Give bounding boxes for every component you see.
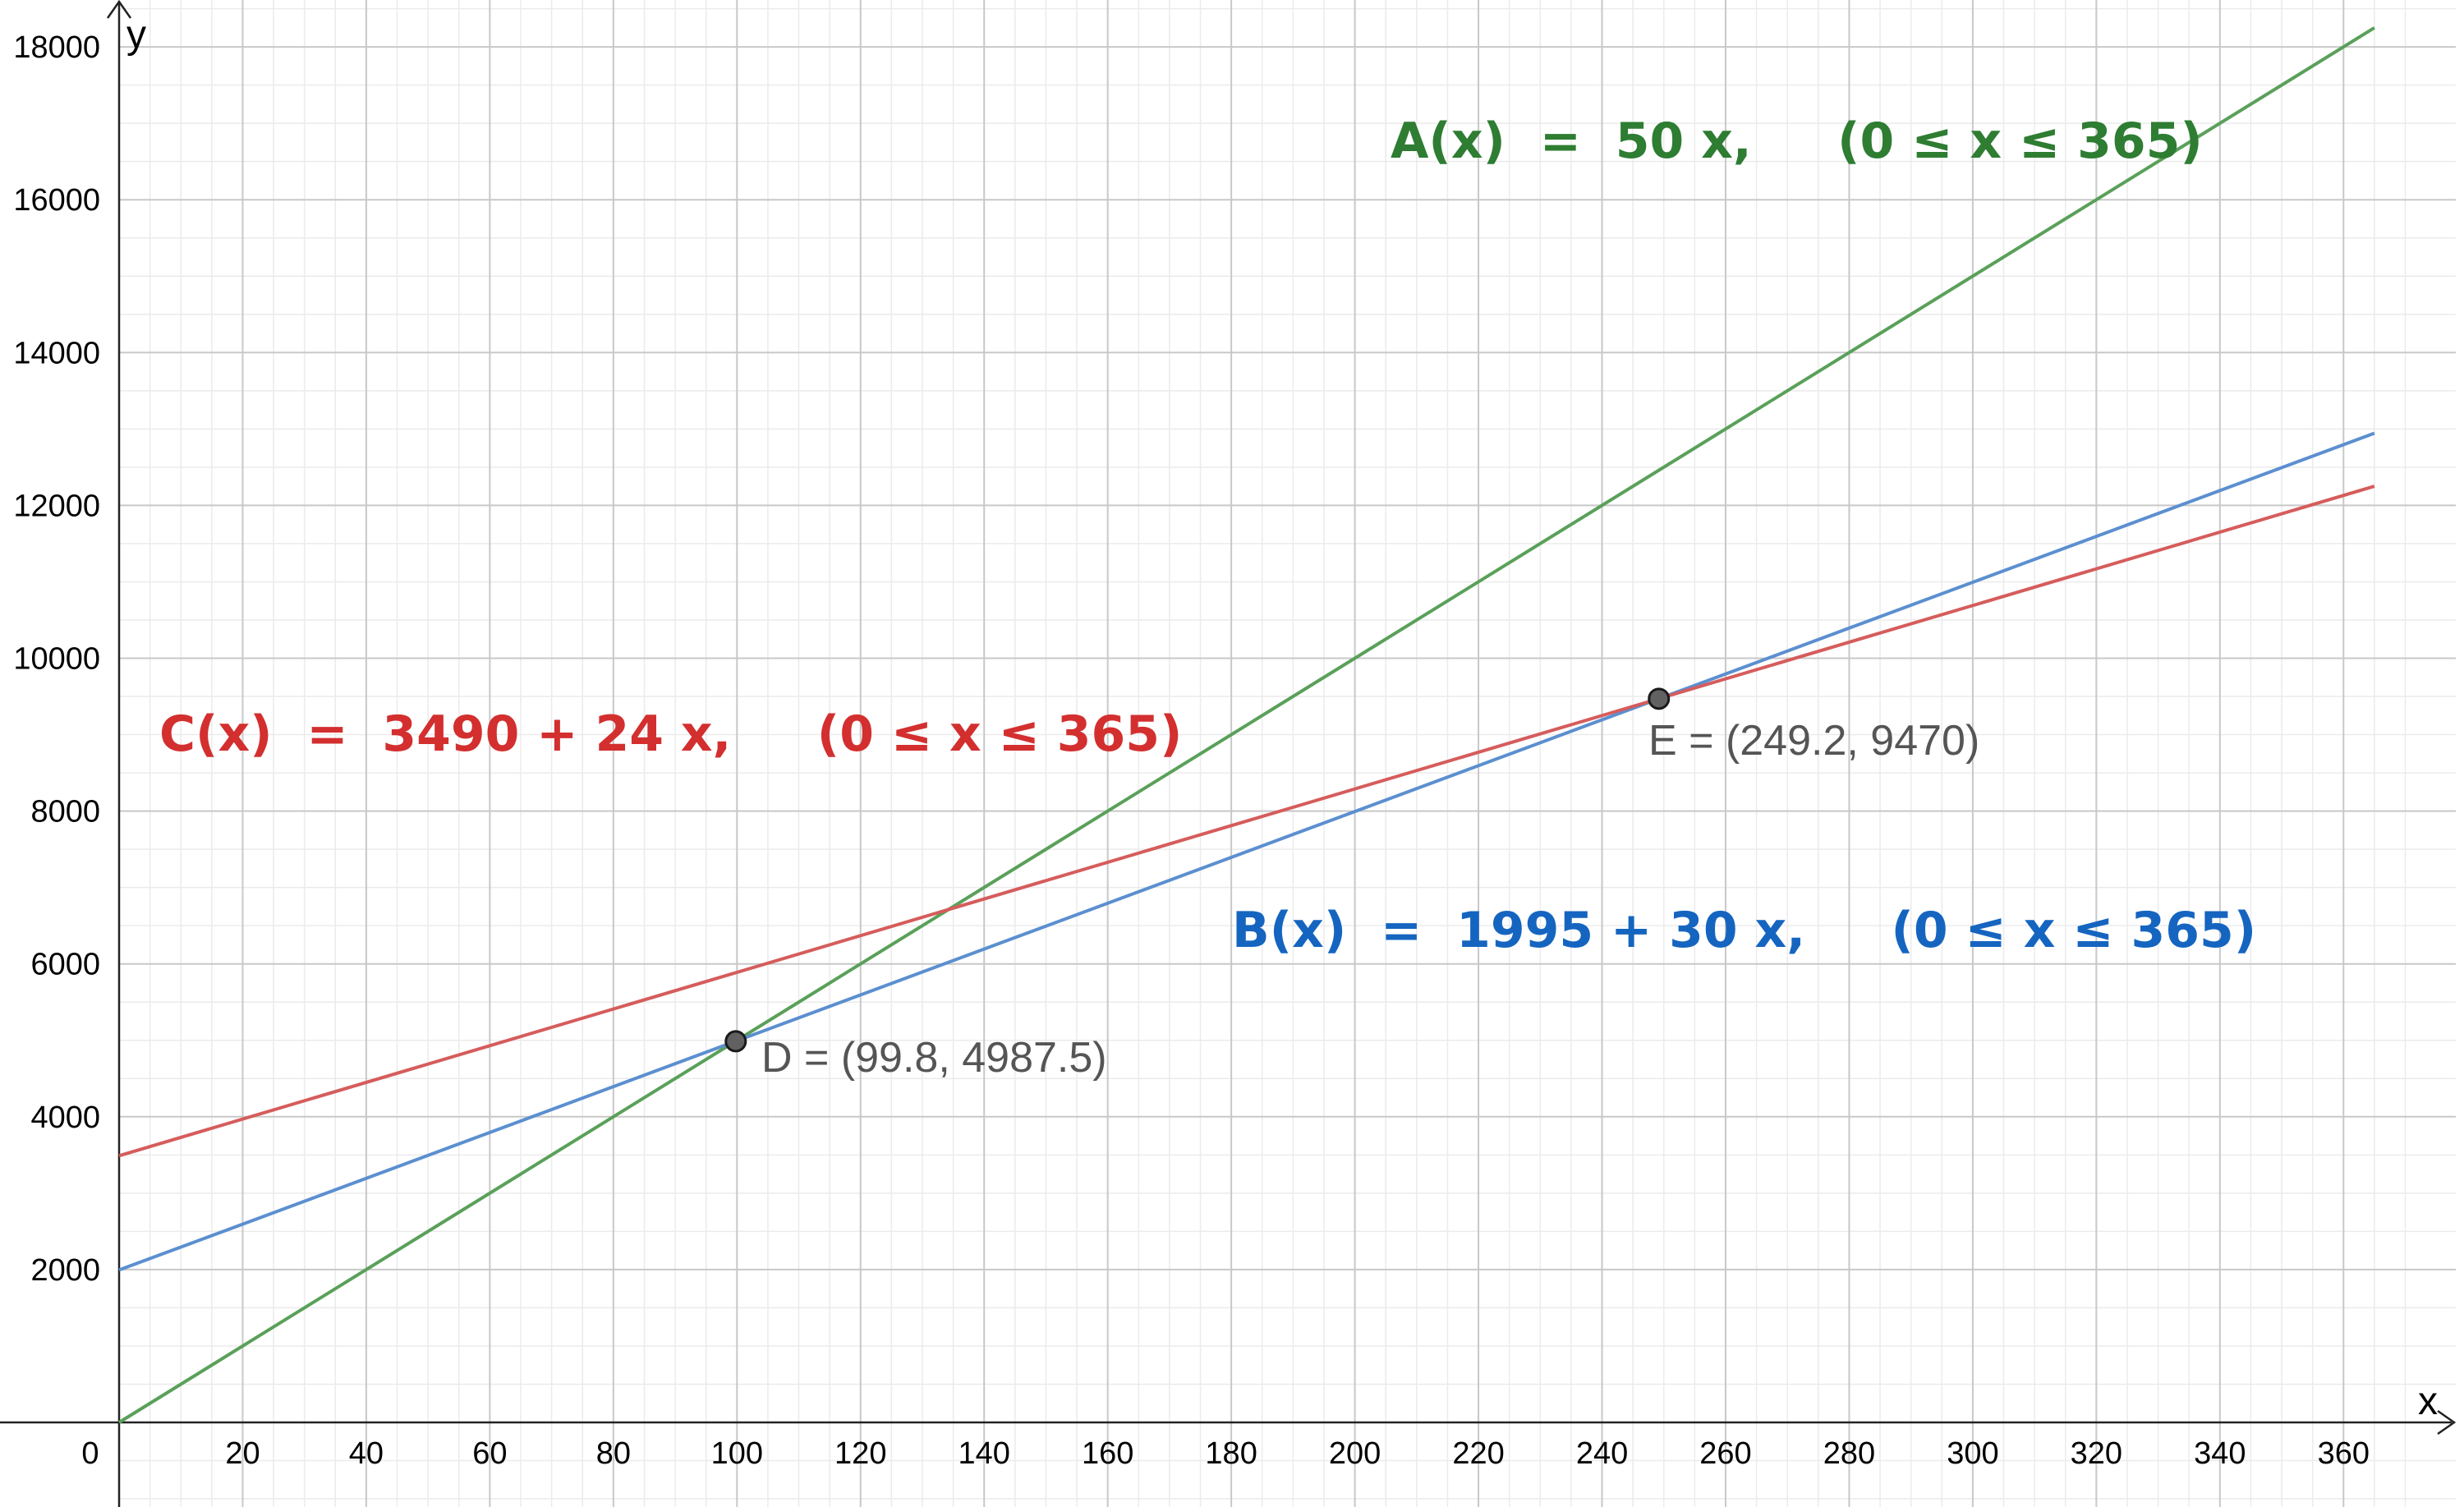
labels: A(x) = 50 x, (0 ≤ x ≤ 365) C(x) = 3490 +…: [126, 13, 2438, 1423]
x-tick-label: 0: [81, 1436, 99, 1471]
x-tick-label: 120: [834, 1436, 886, 1471]
equation-C: C(x) = 3490 + 24 x, (0 ≤ x ≤ 365): [159, 705, 1182, 763]
series-line-bx: [118, 431, 2375, 1272]
minor-grid: [119, 0, 2456, 1507]
x-tick-label: 60: [472, 1436, 507, 1471]
x-axis-title: x: [2418, 1380, 2438, 1423]
y-tick-label: 14000: [13, 336, 100, 370]
y-axis-title: y: [126, 13, 146, 57]
equation-B: B(x) = 1995 + 30 x, (0 ≤ x ≤ 365): [1232, 902, 2256, 959]
y-tick-label: 12000: [13, 489, 100, 523]
x-tick-label: 220: [1452, 1436, 1504, 1471]
point-label-D: D = (99.8, 4987.5): [761, 1034, 1107, 1082]
x-tick-label: 200: [1329, 1436, 1381, 1471]
point-e: [1648, 687, 1671, 710]
y-tick-label: 8000: [30, 795, 100, 829]
x-tick-label: 360: [2318, 1436, 2370, 1471]
x-axis-arrow: [2437, 1409, 2457, 1436]
x-tick-label: 240: [1576, 1436, 1628, 1471]
x-tick-label: 340: [2194, 1436, 2246, 1471]
x-tick-label: 80: [596, 1436, 631, 1471]
y-tick-label: 4000: [30, 1100, 100, 1135]
x-tick-label: 160: [1082, 1436, 1133, 1471]
points: [724, 687, 1671, 1053]
x-tick-label: 280: [1823, 1436, 1875, 1471]
x-tick-label: 180: [1205, 1436, 1257, 1471]
x-tick-label: 140: [958, 1436, 1010, 1471]
y-tick-label: 10000: [13, 642, 100, 677]
y-tick-label: 16000: [13, 183, 100, 218]
series-lines: [117, 26, 2375, 1424]
y-tick-label: 6000: [30, 948, 100, 982]
major-grid: [119, 0, 2456, 1507]
x-tick-label: 100: [711, 1436, 763, 1471]
series-line-ax: [117, 26, 2375, 1424]
y-tick-label: 2000: [30, 1253, 100, 1288]
y-tick-label: 18000: [13, 30, 100, 65]
point-d: [724, 1030, 747, 1053]
x-tick-label: 300: [1947, 1436, 1998, 1471]
series-line-cx: [118, 485, 2375, 1158]
tick-labels: 0 20 40 60 80 100 120 140 160 180 200 220 240 260 280 3…: [13, 30, 2370, 1471]
x-tick-label: 40: [349, 1436, 384, 1471]
y-axis-arrow: [106, 0, 132, 19]
point-label-E: E = (249.2, 9470): [1648, 717, 1979, 765]
x-tick-label: 20: [225, 1436, 260, 1471]
x-tick-label: 320: [2071, 1436, 2122, 1471]
equation-A: A(x) = 50 x, (0 ≤ x ≤ 365): [1391, 113, 2203, 170]
x-tick-label: 260: [1699, 1436, 1751, 1471]
